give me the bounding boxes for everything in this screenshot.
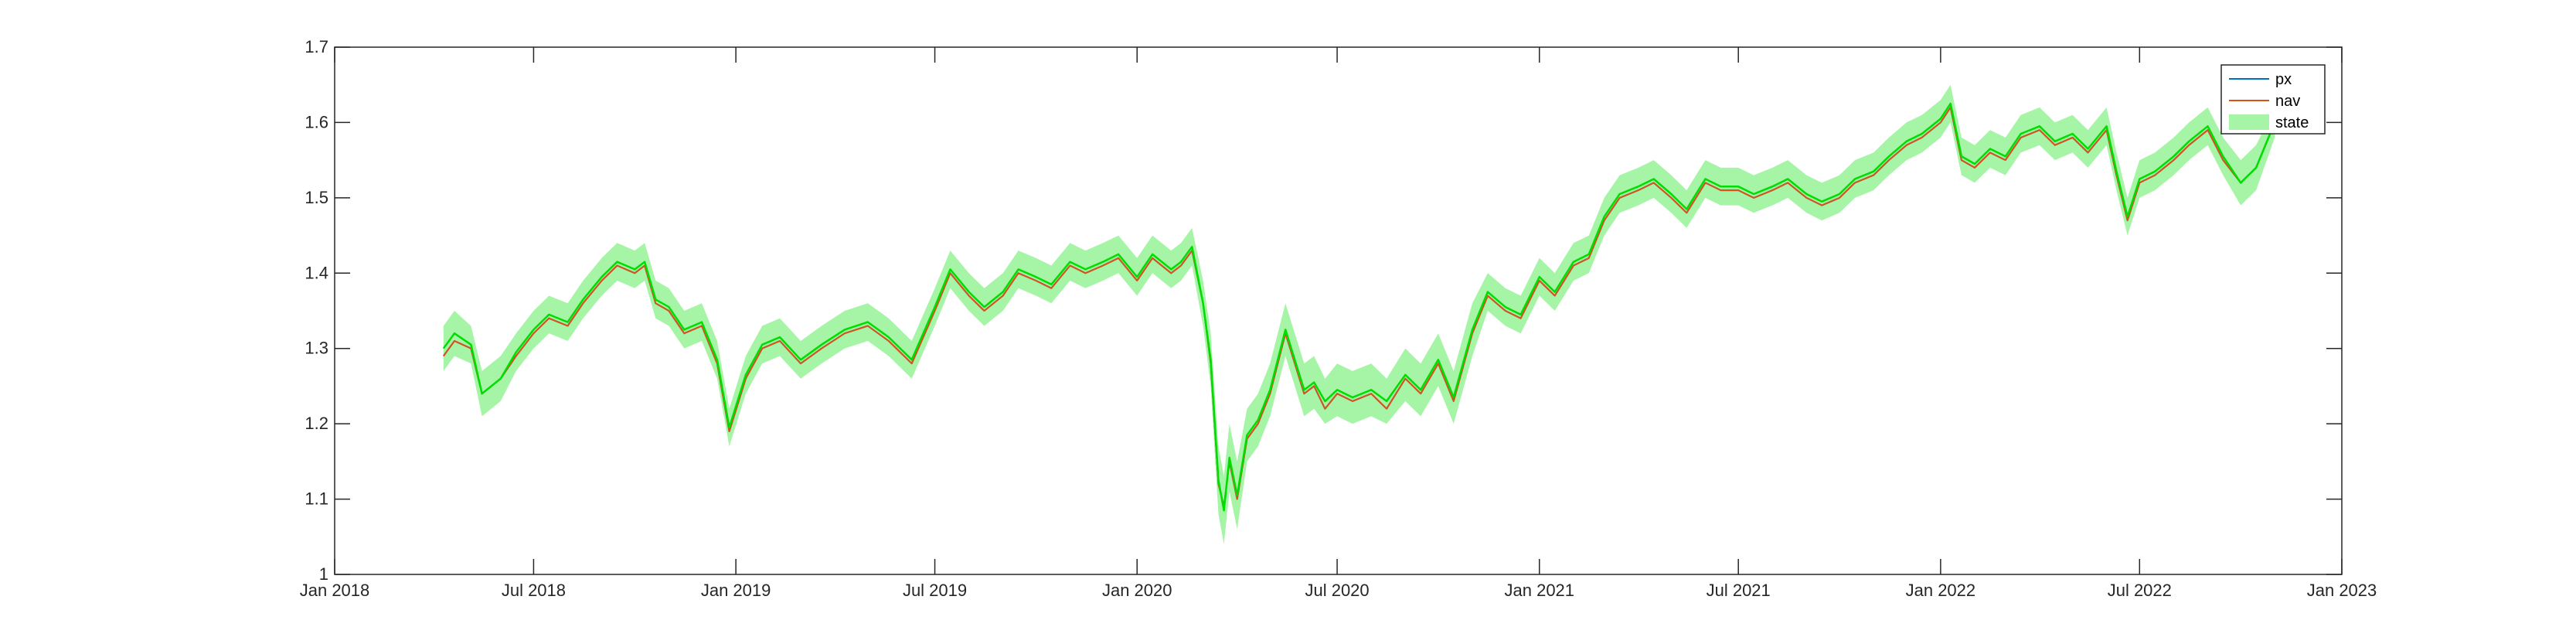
x-tick-label: Jul 2022 <box>2108 581 2172 600</box>
legend-label-px: px <box>2275 71 2292 88</box>
y-tick-label: 1.5 <box>305 188 328 207</box>
axes: Jan 2018 Jul 2018 Jan 2019 Jul 2019 Jan 2020… <box>300 37 2377 600</box>
y-tick-label: 1 <box>319 564 328 584</box>
legend-label-state: state <box>2275 114 2309 131</box>
x-tick-label: Jan 2019 <box>701 581 771 600</box>
y-tick-label: 1.7 <box>305 37 328 56</box>
axes-frame <box>334 46 2343 575</box>
legend[interactable]: px nav state <box>2220 64 2326 135</box>
x-tick-label: Jan 2020 <box>1102 581 1172 600</box>
legend-swatch-state <box>2229 114 2269 130</box>
state-line <box>442 102 2276 512</box>
y-tick-label: 1.3 <box>305 339 328 358</box>
series-line-nav <box>442 106 2276 508</box>
x-tick-label: Jan 2022 <box>1906 581 1976 600</box>
y-tick-label: 1.1 <box>305 489 328 509</box>
x-tick-label: Jul 2020 <box>1305 581 1369 600</box>
y-tick-label: 1.4 <box>305 263 328 282</box>
x-tick-label: Jul 2018 <box>502 581 566 600</box>
y-tick-label: 1.2 <box>305 414 328 433</box>
x-tick-label: Jan 2018 <box>300 581 370 600</box>
x-tick-label: Jan 2023 <box>2307 581 2377 600</box>
plot-area <box>335 47 2342 574</box>
x-tick-label: Jul 2021 <box>1707 581 1771 600</box>
legend-label-nav: nav <box>2275 93 2300 110</box>
x-tick-label: Jan 2021 <box>1505 581 1575 600</box>
y-tick-label: 1.6 <box>305 112 328 131</box>
x-tick-label: Jul 2019 <box>903 581 967 600</box>
